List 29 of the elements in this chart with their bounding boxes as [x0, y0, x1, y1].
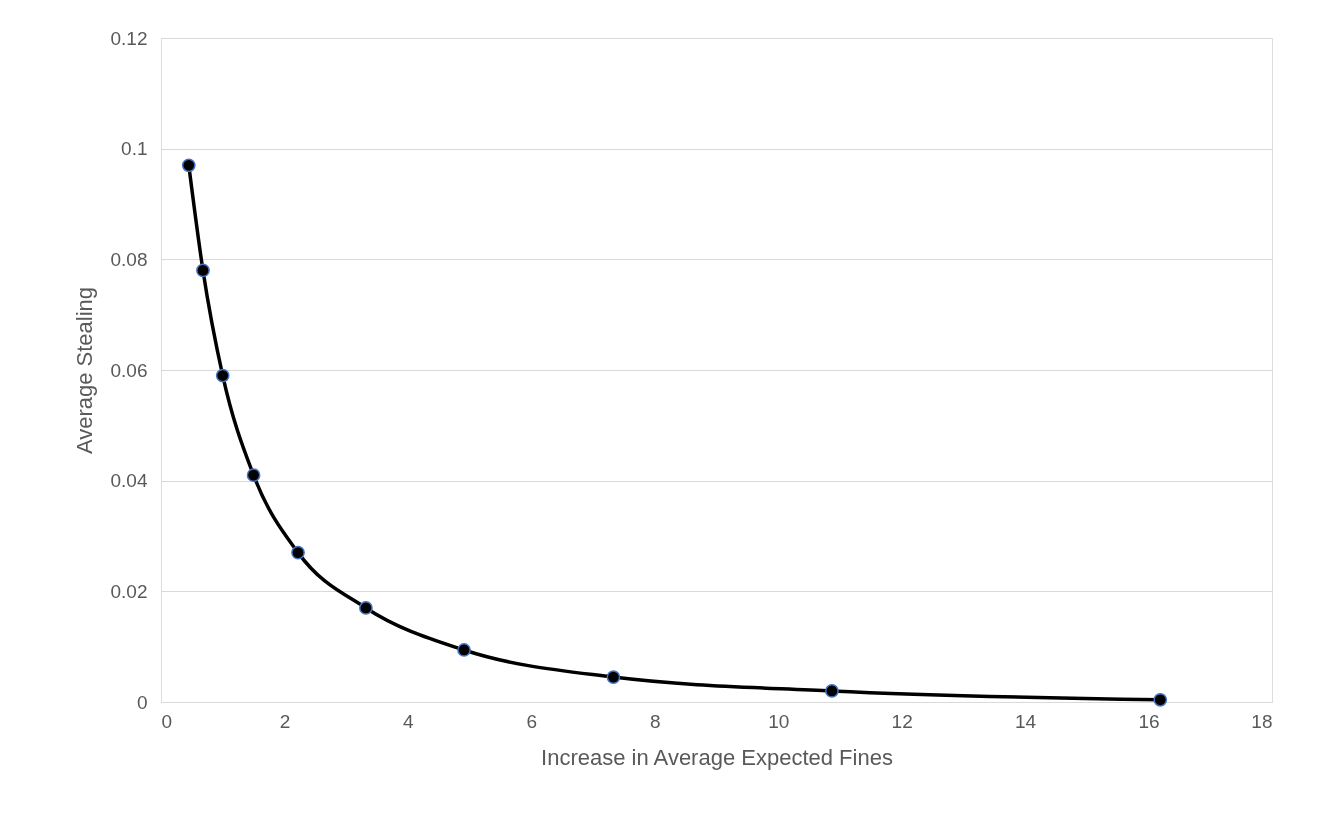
point	[606, 670, 621, 684]
y-tick-label: 0.12	[110, 27, 148, 49]
point	[196, 263, 210, 278]
x-tick-label: 14	[1015, 710, 1037, 732]
point	[825, 684, 839, 698]
y-tick-label: 0.06	[110, 359, 148, 381]
y-tick-label: 0.08	[110, 248, 148, 270]
x-tick-label: 16	[1138, 710, 1160, 732]
x-tick-label: 18	[1251, 710, 1273, 732]
y-tick-label: 0.04	[110, 470, 148, 492]
point	[181, 158, 196, 173]
x-tick-label: 12	[891, 710, 913, 732]
y-tick-label: 0.1	[121, 138, 148, 160]
y-tick-label: 0	[136, 691, 148, 713]
x-tick-label: 8	[649, 710, 661, 732]
point	[291, 545, 305, 560]
point	[457, 643, 471, 657]
point	[1153, 692, 1168, 707]
point	[215, 368, 230, 383]
point	[246, 468, 261, 482]
x-tick-label: 0	[161, 710, 173, 732]
point	[359, 601, 373, 615]
x-axis-title: Increase in Average Expected Fines	[541, 744, 893, 770]
x-tick-label: 10	[768, 710, 790, 732]
y-axis-title: Average Stealing	[71, 286, 97, 455]
y-tick-label: 0.02	[110, 580, 148, 602]
x-tick-label: 4	[403, 710, 415, 732]
x-tick-label: 2	[279, 710, 291, 732]
x-tick-label: 6	[526, 710, 538, 732]
